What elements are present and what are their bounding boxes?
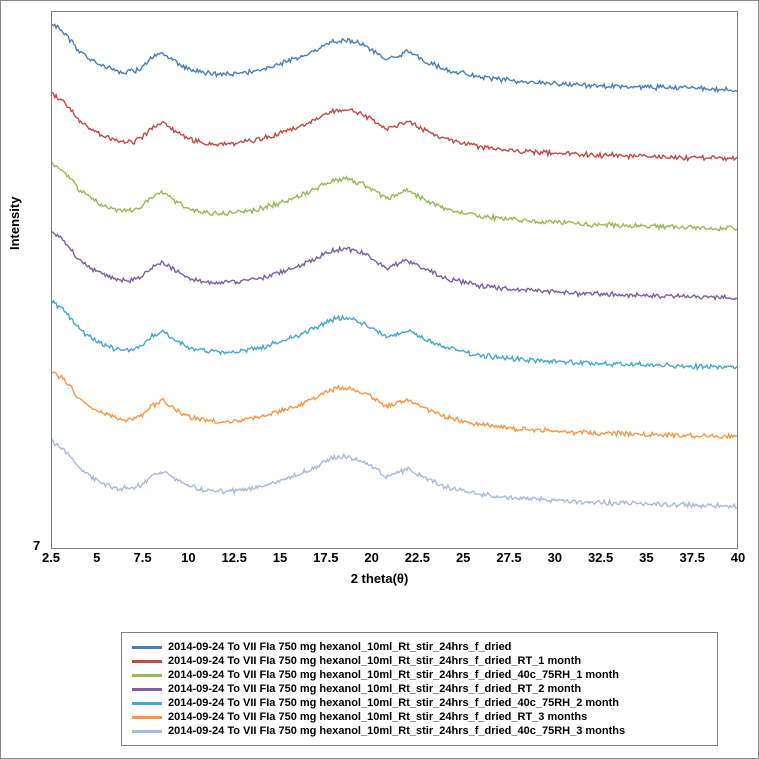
series-line xyxy=(52,162,737,231)
y-tick-low: 7 xyxy=(33,538,40,553)
x-tick-mark xyxy=(645,548,646,549)
legend-color-swatch xyxy=(132,674,162,677)
legend-item: 2014-09-24 To VII FIa 750 mg hexanol_10m… xyxy=(132,725,707,737)
x-tick-mark xyxy=(371,548,372,549)
legend-color-swatch xyxy=(132,688,162,691)
x-tick-mark xyxy=(554,548,555,549)
x-tick-mark xyxy=(280,548,281,549)
legend-color-swatch xyxy=(132,702,162,705)
legend-label: 2014-09-24 To VII FIa 750 mg hexanol_10m… xyxy=(168,725,625,737)
legend-item: 2014-09-24 To VII FIa 750 mg hexanol_10m… xyxy=(132,711,707,723)
legend-item: 2014-09-24 To VII FIa 750 mg hexanol_10m… xyxy=(132,683,707,695)
x-tick: 17.5 xyxy=(313,550,338,565)
legend-color-swatch xyxy=(132,660,162,663)
x-tick-mark xyxy=(326,548,327,549)
legend-item: 2014-09-24 To VII FIa 750 mg hexanol_10m… xyxy=(132,669,707,681)
x-axis-label: 2 theta(θ) xyxy=(1,571,758,586)
legend-color-swatch xyxy=(132,646,162,649)
x-axis-ticks: 2.557.51012.51517.52022.52527.53032.5353… xyxy=(51,550,738,566)
x-tick-mark xyxy=(143,548,144,549)
x-tick: 35 xyxy=(639,550,653,565)
plot-svg xyxy=(52,12,737,548)
xrd-chart-container: Intensity 7 2.5 5 7.5 10 12.5 15 17.5 20 22.5 25 2… xyxy=(0,0,759,759)
x-tick-mark xyxy=(691,548,692,549)
x-tick: 25 xyxy=(456,550,470,565)
legend-color-swatch xyxy=(132,716,162,719)
x-tick: 32.5 xyxy=(588,550,613,565)
legend-item: 2014-09-24 To VII FIa 750 mg hexanol_10m… xyxy=(132,641,707,653)
x-tick: 37.5 xyxy=(680,550,705,565)
x-tick: 10 xyxy=(181,550,195,565)
legend-color-swatch xyxy=(132,730,162,733)
x-tick-mark xyxy=(737,548,738,549)
x-tick: 15 xyxy=(273,550,287,565)
series-line xyxy=(52,24,737,91)
x-tick: 30 xyxy=(548,550,562,565)
legend-label: 2014-09-24 To VII FIa 750 mg hexanol_10m… xyxy=(168,711,587,723)
y-axis-label: Intensity xyxy=(7,196,22,249)
x-tick: 7.5 xyxy=(134,550,152,565)
series-line xyxy=(52,439,737,508)
x-tick: 12.5 xyxy=(222,550,247,565)
x-tick-mark xyxy=(417,548,418,549)
legend-label: 2014-09-24 To VII FIa 750 mg hexanol_10m… xyxy=(168,697,619,709)
x-tick-mark xyxy=(234,548,235,549)
x-tick: 22.5 xyxy=(405,550,430,565)
series-line xyxy=(52,372,737,438)
x-tick-mark xyxy=(600,548,601,549)
x-tick: 20 xyxy=(364,550,378,565)
legend-label: 2014-09-24 To VII FIa 750 mg hexanol_10m… xyxy=(168,641,511,653)
x-tick-mark xyxy=(189,548,190,549)
x-tick-mark xyxy=(52,548,53,549)
legend-item: 2014-09-24 To VII FIa 750 mg hexanol_10m… xyxy=(132,655,707,667)
series-line xyxy=(52,92,737,160)
x-tick-mark xyxy=(463,548,464,549)
series-line xyxy=(52,301,737,369)
legend-item: 2014-09-24 To VII FIa 750 mg hexanol_10m… xyxy=(132,697,707,709)
x-tick: 2.5 xyxy=(42,550,60,565)
series-line xyxy=(52,232,737,300)
x-tick-mark xyxy=(97,548,98,549)
legend-label: 2014-09-24 To VII FIa 750 mg hexanol_10m… xyxy=(168,655,581,667)
legend-label: 2014-09-24 To VII FIa 750 mg hexanol_10m… xyxy=(168,683,581,695)
plot-area xyxy=(51,11,738,549)
legend: 2014-09-24 To VII FIa 750 mg hexanol_10m… xyxy=(121,632,718,746)
x-tick: 5 xyxy=(93,550,100,565)
x-tick: 40 xyxy=(731,550,745,565)
x-tick-mark xyxy=(508,548,509,549)
legend-label: 2014-09-24 To VII FIa 750 mg hexanol_10m… xyxy=(168,669,619,681)
x-tick: 27.5 xyxy=(496,550,521,565)
